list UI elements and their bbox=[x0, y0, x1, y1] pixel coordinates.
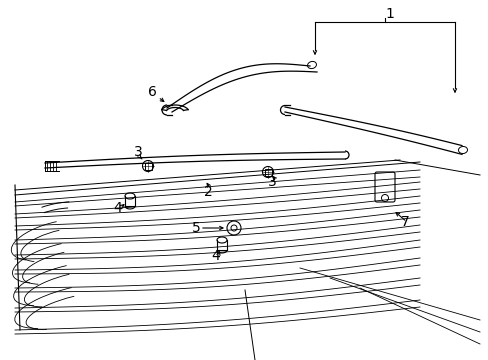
Bar bbox=[264, 168, 271, 176]
Text: 2: 2 bbox=[203, 185, 212, 199]
Text: 7: 7 bbox=[400, 215, 408, 229]
Text: 3: 3 bbox=[267, 175, 276, 189]
Text: 3: 3 bbox=[133, 145, 142, 159]
Text: 6: 6 bbox=[147, 85, 156, 99]
Text: 1: 1 bbox=[385, 7, 394, 21]
Text: 4: 4 bbox=[113, 201, 122, 215]
Bar bbox=[144, 162, 151, 170]
Text: 5: 5 bbox=[191, 221, 200, 235]
Text: 4: 4 bbox=[211, 249, 220, 263]
